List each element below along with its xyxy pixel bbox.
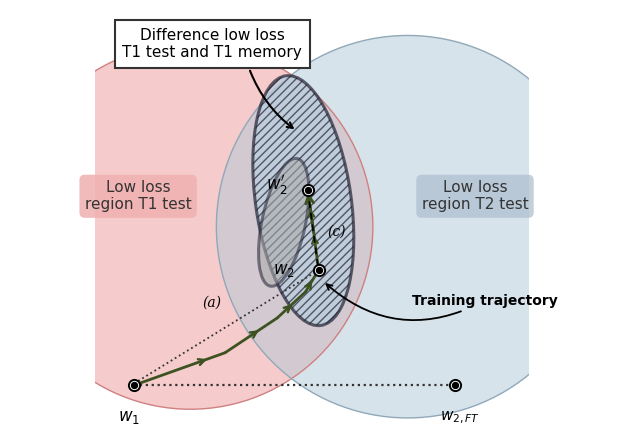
Circle shape bbox=[217, 35, 599, 418]
Ellipse shape bbox=[253, 75, 354, 326]
Text: Training trajectory: Training trajectory bbox=[326, 284, 558, 320]
Text: Low loss
region T2 test: Low loss region T2 test bbox=[422, 180, 529, 212]
Ellipse shape bbox=[258, 158, 309, 286]
Text: $w_2'$: $w_2'$ bbox=[266, 174, 288, 198]
Point bbox=[303, 186, 313, 193]
Point bbox=[303, 186, 313, 193]
Text: Difference low loss
T1 test and T1 memory: Difference low loss T1 test and T1 memor… bbox=[122, 28, 302, 60]
Text: (c): (c) bbox=[327, 225, 346, 239]
Circle shape bbox=[7, 44, 373, 409]
Text: (a): (a) bbox=[203, 296, 222, 310]
Point bbox=[451, 382, 461, 389]
Point bbox=[313, 267, 323, 274]
Text: Low loss
region T1 test: Low loss region T1 test bbox=[85, 180, 192, 212]
Text: $w_1$: $w_1$ bbox=[119, 409, 140, 426]
Point bbox=[451, 382, 461, 389]
Point bbox=[129, 382, 139, 389]
Point bbox=[129, 382, 139, 389]
Text: $w_{2,FT}$: $w_{2,FT}$ bbox=[440, 409, 480, 426]
Text: $w_2$: $w_2$ bbox=[273, 262, 295, 279]
Point bbox=[313, 267, 323, 274]
